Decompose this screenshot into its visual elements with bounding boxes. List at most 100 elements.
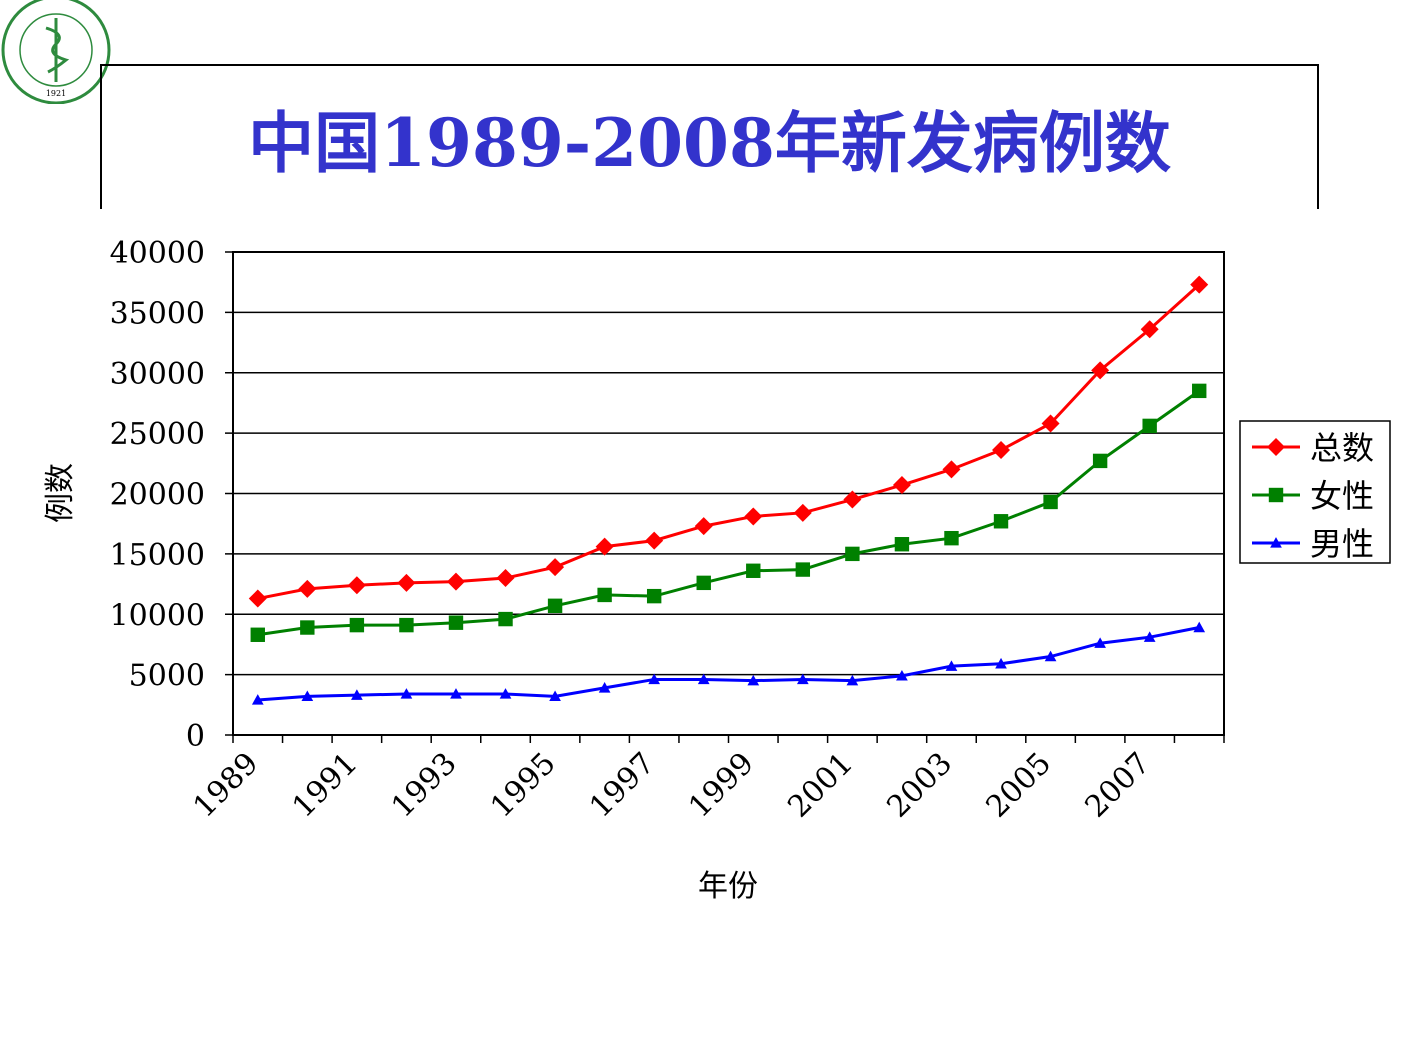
data-point <box>694 517 713 536</box>
data-point <box>942 460 961 479</box>
x-tick-label: 1997 <box>583 746 662 825</box>
x-axis-label: 年份 <box>698 869 758 904</box>
data-point <box>595 537 614 556</box>
data-point <box>499 688 512 699</box>
data-point <box>645 531 664 550</box>
data-point <box>896 669 908 681</box>
legend-label: 总数 <box>1310 429 1374 467</box>
data-point <box>1094 637 1106 648</box>
data-point <box>995 657 1007 669</box>
data-point <box>746 563 761 578</box>
legend-marker <box>1267 438 1285 456</box>
series-line <box>257 283 1201 601</box>
y-tick-label: 0 <box>186 719 205 754</box>
slide-title: 中国1989-2008年新发病例数 <box>248 104 1171 182</box>
data-point <box>546 558 565 577</box>
legend-item: 女性 <box>1252 477 1374 515</box>
x-tick-label: 2007 <box>1079 746 1158 825</box>
data-point <box>450 688 462 699</box>
data-point <box>351 689 363 700</box>
x-tick-label: 2001 <box>781 746 860 825</box>
data-point <box>843 490 862 509</box>
slide-frame <box>100 64 1319 209</box>
legend-item: 总数 <box>1252 429 1374 467</box>
data-point <box>446 572 465 591</box>
data-point <box>894 537 910 552</box>
data-point <box>349 617 365 633</box>
data-point <box>547 598 563 613</box>
data-point <box>347 576 366 595</box>
data-point <box>744 507 763 526</box>
legend-label: 男性 <box>1310 525 1374 563</box>
legend-marker <box>1270 537 1282 548</box>
data-point <box>993 514 1009 529</box>
data-point <box>944 530 959 546</box>
data-point <box>250 627 265 642</box>
y-tick-label: 25000 <box>110 417 205 452</box>
data-point <box>1091 361 1110 380</box>
data-point <box>945 660 958 671</box>
data-point <box>1143 631 1156 642</box>
y-tick-label: 20000 <box>110 478 205 513</box>
data-point <box>248 589 267 608</box>
gridlines <box>233 311 1224 676</box>
series-3 <box>251 621 1206 705</box>
data-point <box>846 674 859 686</box>
series-2 <box>250 383 1207 642</box>
data-point <box>1092 453 1108 469</box>
x-tick-label: 1989 <box>187 746 266 825</box>
x-tick-label: 1991 <box>286 746 365 825</box>
x-tick-label: 1995 <box>484 746 563 825</box>
data-point <box>498 611 513 627</box>
data-point <box>400 688 413 699</box>
x-tick-label: 1993 <box>385 746 464 825</box>
data-point <box>845 546 860 562</box>
data-point <box>549 690 561 702</box>
data-point <box>648 673 661 685</box>
data-point <box>1140 320 1159 339</box>
y-tick-label: 35000 <box>110 296 205 331</box>
data-point <box>1043 494 1058 510</box>
data-point <box>397 573 416 592</box>
series-1 <box>248 275 1209 608</box>
data-point <box>301 690 314 702</box>
data-point <box>399 617 414 633</box>
data-point <box>1044 650 1057 662</box>
data-point <box>298 579 317 598</box>
data-point <box>892 476 911 495</box>
logo-year: 1921 <box>46 89 66 98</box>
x-tick-label: 2003 <box>880 746 959 825</box>
y-axis-ticks: 0 5000 10000 15000 20000 25000 30000 35000 40000 <box>110 236 233 754</box>
legend-label: 女性 <box>1310 477 1374 515</box>
data-point <box>793 503 812 522</box>
series-group <box>248 275 1209 705</box>
series-line <box>257 389 1201 637</box>
data-point <box>1190 275 1209 294</box>
y-tick-label: 15000 <box>110 538 205 573</box>
hospital-logo: 1921 <box>1 0 111 104</box>
y-tick-label: 10000 <box>110 598 205 633</box>
data-point <box>251 694 264 705</box>
data-point <box>796 673 809 685</box>
data-point <box>448 615 464 630</box>
data-point <box>597 587 612 603</box>
data-point <box>646 588 662 604</box>
data-point <box>496 569 515 588</box>
y-tick-label: 30000 <box>110 357 205 392</box>
legend-marker <box>1268 487 1284 503</box>
data-point <box>795 562 811 577</box>
data-point <box>1193 621 1206 633</box>
legend-box <box>1239 420 1391 564</box>
y-tick-label: 5000 <box>129 659 205 694</box>
legend-item: 男性 <box>1252 525 1374 563</box>
x-tick-label: 2005 <box>979 746 1058 825</box>
data-point <box>747 674 760 686</box>
series-line <box>257 626 1200 702</box>
data-point <box>598 682 611 693</box>
data-point <box>992 441 1011 460</box>
x-tick-label: 1999 <box>682 746 761 825</box>
data-point <box>1041 414 1060 433</box>
data-point <box>696 575 711 591</box>
